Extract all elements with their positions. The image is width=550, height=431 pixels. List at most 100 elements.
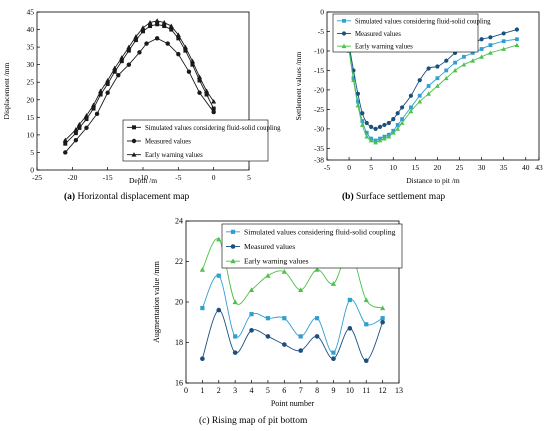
legend-marker [341, 43, 347, 49]
data-point [330, 281, 337, 286]
x-tick-label: 0 [184, 386, 188, 395]
legend-marker [230, 244, 236, 249]
data-point [200, 305, 205, 311]
data-point [314, 316, 320, 321]
legend-label: Measured values [355, 31, 401, 38]
data-point [364, 120, 369, 126]
data-point [211, 109, 216, 115]
y-tick-label: -38 [314, 156, 324, 165]
x-tick-label: 35 [500, 163, 508, 172]
data-point [444, 58, 449, 63]
data-point [154, 18, 160, 23]
legend: Simulated values considering fluid-solid… [122, 119, 281, 162]
data-point [501, 46, 507, 51]
y-tick-label: 35 [27, 43, 35, 52]
series-line [64, 20, 215, 141]
data-point [382, 122, 387, 128]
data-point [501, 39, 506, 44]
legend: Simulated values considering fluid-solid… [332, 13, 491, 53]
legend-box [122, 119, 269, 162]
data-point [417, 78, 422, 83]
data-point [399, 120, 405, 125]
data-point [408, 93, 414, 98]
data-point [369, 124, 374, 129]
data-point [216, 273, 221, 278]
data-point [282, 316, 287, 321]
series-1 [200, 273, 385, 355]
caption-a-tag: (a) [64, 192, 76, 202]
data-point [359, 122, 365, 127]
data-point [426, 84, 431, 88]
legend: Simulated values considering fluid-solid… [221, 223, 403, 269]
data-point [105, 77, 111, 83]
x-tick-label: -5 [175, 173, 181, 182]
data-point [298, 334, 303, 339]
data-point [314, 334, 320, 339]
data-point [91, 102, 97, 108]
data-point [395, 111, 400, 116]
series-line [64, 23, 215, 144]
data-point [183, 48, 188, 53]
data-point [211, 99, 217, 104]
data-point [190, 62, 195, 67]
y-tick-label: 0 [30, 166, 34, 175]
data-point [488, 43, 493, 48]
y-tick-label: 20 [27, 95, 35, 104]
y-tick-label: -15 [314, 66, 324, 75]
y-tick-label: -20 [314, 85, 324, 94]
y-tick-label: 0 [320, 8, 324, 17]
data-point [347, 326, 353, 331]
y-axis-label: Displacement /mm [2, 62, 11, 119]
data-point [380, 316, 385, 321]
data-point [199, 266, 206, 272]
data-point [298, 348, 304, 353]
chart-panel-1: -25 -20 -15 -10 -5 0 5 0 5 10 15 20 25 30 35 40 45 Depth … [2, 8, 281, 186]
y-tick-label: 5 [30, 148, 34, 157]
legend-label: Simulated values considering fluid-solid… [244, 227, 396, 236]
data-point [169, 27, 174, 32]
data-point [435, 76, 440, 81]
data-point [73, 137, 79, 143]
y-tick-label: -35 [314, 144, 324, 153]
data-point [126, 44, 132, 50]
data-point [133, 38, 138, 43]
data-point [147, 20, 153, 25]
data-point [249, 312, 254, 317]
data-point [514, 42, 520, 48]
x-tick-label: 13 [395, 386, 403, 395]
data-point [479, 37, 484, 42]
data-point [461, 62, 467, 67]
data-point [265, 316, 271, 321]
data-point [395, 123, 400, 127]
data-point [197, 74, 203, 79]
data-point [435, 64, 440, 69]
x-tick-label: 5 [369, 163, 373, 172]
x-tick-label: 1 [200, 386, 204, 395]
data-point [390, 130, 396, 135]
caption-a-text: Horizontal displacement map [77, 192, 190, 202]
legend-label: Early warning values [145, 152, 203, 159]
x-tick-label: 11 [362, 386, 370, 395]
data-point [105, 90, 110, 95]
series-1 [63, 22, 216, 146]
y-tick-label: 22 [175, 257, 183, 266]
data-point [175, 32, 181, 37]
data-point [426, 66, 431, 71]
x-tick-label: 43 [535, 163, 543, 172]
data-point [368, 138, 374, 143]
data-point [470, 58, 476, 63]
data-point [232, 299, 238, 305]
data-point [479, 47, 484, 51]
x-tick-label: 15 [412, 163, 420, 172]
caption-a: (a) Horizontal displacement map [64, 192, 189, 202]
data-point [73, 131, 78, 136]
data-point [112, 65, 118, 71]
data-point [133, 34, 139, 39]
data-point [126, 48, 131, 53]
data-point [161, 20, 167, 25]
data-point [377, 138, 383, 143]
legend-box [221, 223, 403, 269]
data-point [248, 287, 255, 292]
y-tick-label: -25 [314, 105, 324, 114]
